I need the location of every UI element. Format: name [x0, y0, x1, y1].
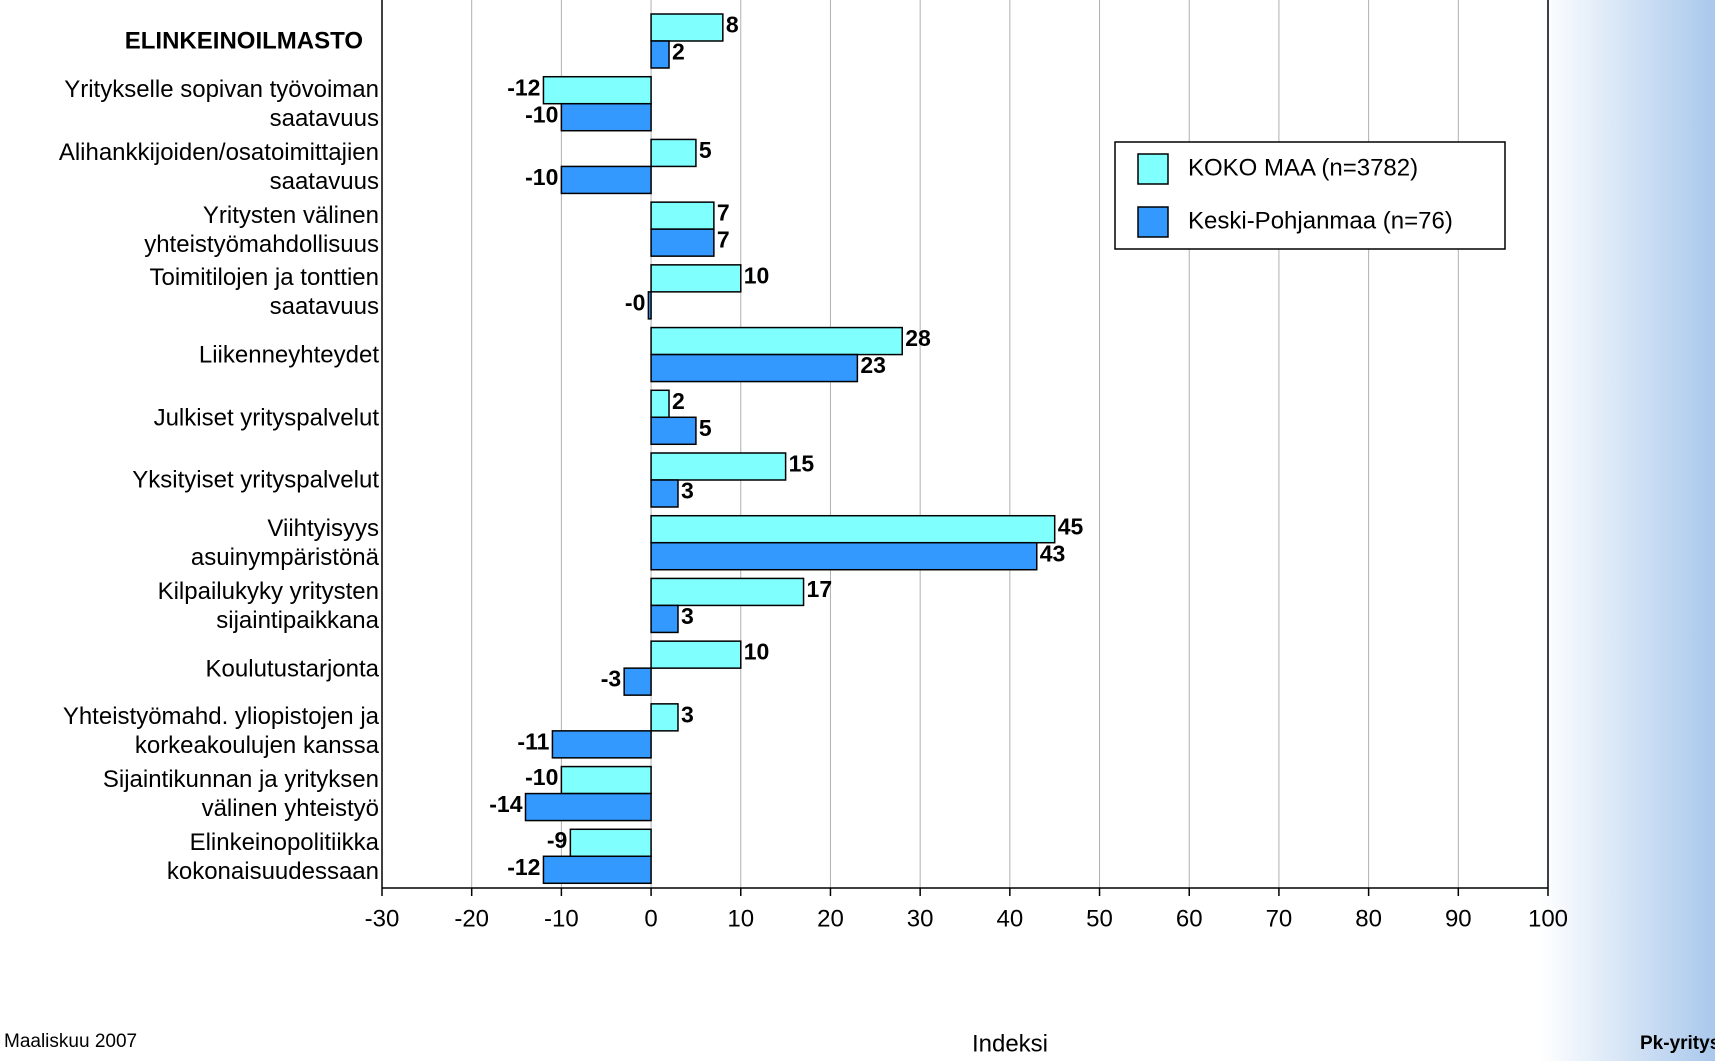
bar	[650, 416, 697, 446]
footer-left: Maaliskuu 2007	[4, 1031, 137, 1052]
data-label: 45	[1058, 513, 1084, 539]
bar	[650, 40, 670, 69]
data-label: -9	[547, 827, 567, 853]
x-tick-label: 100	[1528, 905, 1568, 932]
data-label: -10	[525, 764, 558, 790]
bar	[650, 541, 1038, 571]
bar	[542, 75, 652, 105]
x-tick-label: 80	[1355, 905, 1382, 932]
data-label: 10	[744, 639, 770, 665]
bar	[560, 102, 652, 132]
legend-swatch	[1137, 206, 1169, 238]
bar	[650, 228, 715, 257]
data-label: -12	[507, 74, 540, 100]
x-tick-label: 60	[1176, 905, 1203, 932]
bar	[650, 452, 787, 481]
category-label: Yritykselle sopivan työvoiman saatavuus	[64, 76, 379, 133]
data-label: -14	[489, 791, 522, 817]
legend-label: Keski-Pohjanmaa (n=76)	[1188, 207, 1453, 234]
category-label: Koulutustarjonta	[205, 655, 379, 682]
data-label: 10	[744, 262, 770, 288]
footer-right: Pk-yritysb	[1640, 1033, 1715, 1054]
bar	[650, 640, 742, 669]
bar	[560, 165, 652, 195]
category-label: Yritysten välinen yhteistyömahdollisuus	[144, 201, 379, 258]
data-label: 3	[681, 603, 694, 629]
data-label: -3	[601, 666, 621, 692]
bar	[650, 604, 679, 634]
bar	[650, 138, 697, 168]
x-tick-label: 70	[1266, 905, 1293, 932]
data-label: -10	[525, 101, 558, 127]
x-tick-label: 20	[817, 905, 844, 932]
data-label: -10	[525, 164, 558, 190]
category-label: Liikenneyhteydet	[198, 341, 379, 369]
data-label: 2	[672, 39, 685, 65]
x-tick-label: 90	[1445, 905, 1472, 932]
bar	[623, 667, 652, 696]
bar	[650, 326, 903, 356]
data-label: -0	[625, 289, 645, 315]
data-label: 15	[789, 451, 815, 477]
data-label: -12	[507, 854, 540, 880]
data-label: 7	[717, 227, 730, 253]
bar	[542, 855, 652, 885]
legend-box	[1114, 141, 1506, 250]
bar	[524, 792, 652, 822]
data-label: 5	[699, 415, 712, 441]
bar	[560, 765, 652, 795]
data-label: 2	[672, 388, 685, 414]
category-label: Julkiset yrityspalvelut	[153, 404, 379, 432]
bar	[569, 828, 652, 858]
legend-label: KOKO MAA (n=3782)	[1188, 154, 1418, 181]
data-label: 43	[1040, 540, 1066, 566]
data-label: -11	[517, 728, 549, 754]
data-label: 28	[905, 325, 931, 351]
x-tick-label: -30	[365, 905, 400, 932]
x-tick-label: 10	[727, 905, 754, 932]
data-label: 3	[681, 478, 694, 504]
category-label: Elinkeinopolitiikka kokonaisuudessaan	[166, 828, 379, 885]
bar	[650, 514, 1056, 544]
category-label: ELINKEINOILMASTO	[124, 27, 363, 55]
x-tick-label: 0	[644, 905, 657, 932]
bar	[650, 13, 724, 42]
x-tick-label: 40	[996, 905, 1023, 932]
data-label: 3	[681, 701, 694, 727]
bar	[650, 389, 670, 419]
category-label: Alihankkijoiden/osatoimittajien saatavuu…	[58, 138, 379, 195]
bar	[650, 201, 715, 230]
category-label: Yhteistyömahd. yliopistojen ja korkeakou…	[62, 703, 379, 760]
category-label: Kilpailukyky yritysten sijaintipaikkana	[157, 577, 379, 634]
data-label: 17	[807, 576, 833, 602]
legend-swatch	[1137, 153, 1169, 185]
x-tick-label: 50	[1086, 905, 1113, 932]
data-label: 7	[717, 200, 730, 226]
category-label: Viihtyisyys asuinympäristönä	[190, 515, 379, 572]
x-axis-label: Indeksi	[972, 1030, 1048, 1057]
bar	[650, 703, 679, 732]
data-label: 23	[860, 352, 886, 378]
x-tick-label: -20	[454, 905, 489, 932]
x-tick-label: -10	[544, 905, 579, 932]
bar	[650, 264, 742, 293]
category-label: Sijaintikunnan ja yrityksen välinen yhte…	[102, 765, 379, 822]
bar	[650, 479, 679, 508]
x-tick-label: 30	[907, 905, 934, 932]
bar	[650, 353, 859, 383]
category-label: Yksityiset yrityspalvelut	[132, 466, 379, 494]
data-label: 8	[726, 12, 739, 38]
category-label: Toimitilojen ja tonttien saatavuus	[149, 264, 379, 321]
bar	[650, 577, 805, 607]
data-label: 5	[699, 137, 712, 163]
bar	[647, 291, 652, 320]
bar	[551, 730, 652, 759]
